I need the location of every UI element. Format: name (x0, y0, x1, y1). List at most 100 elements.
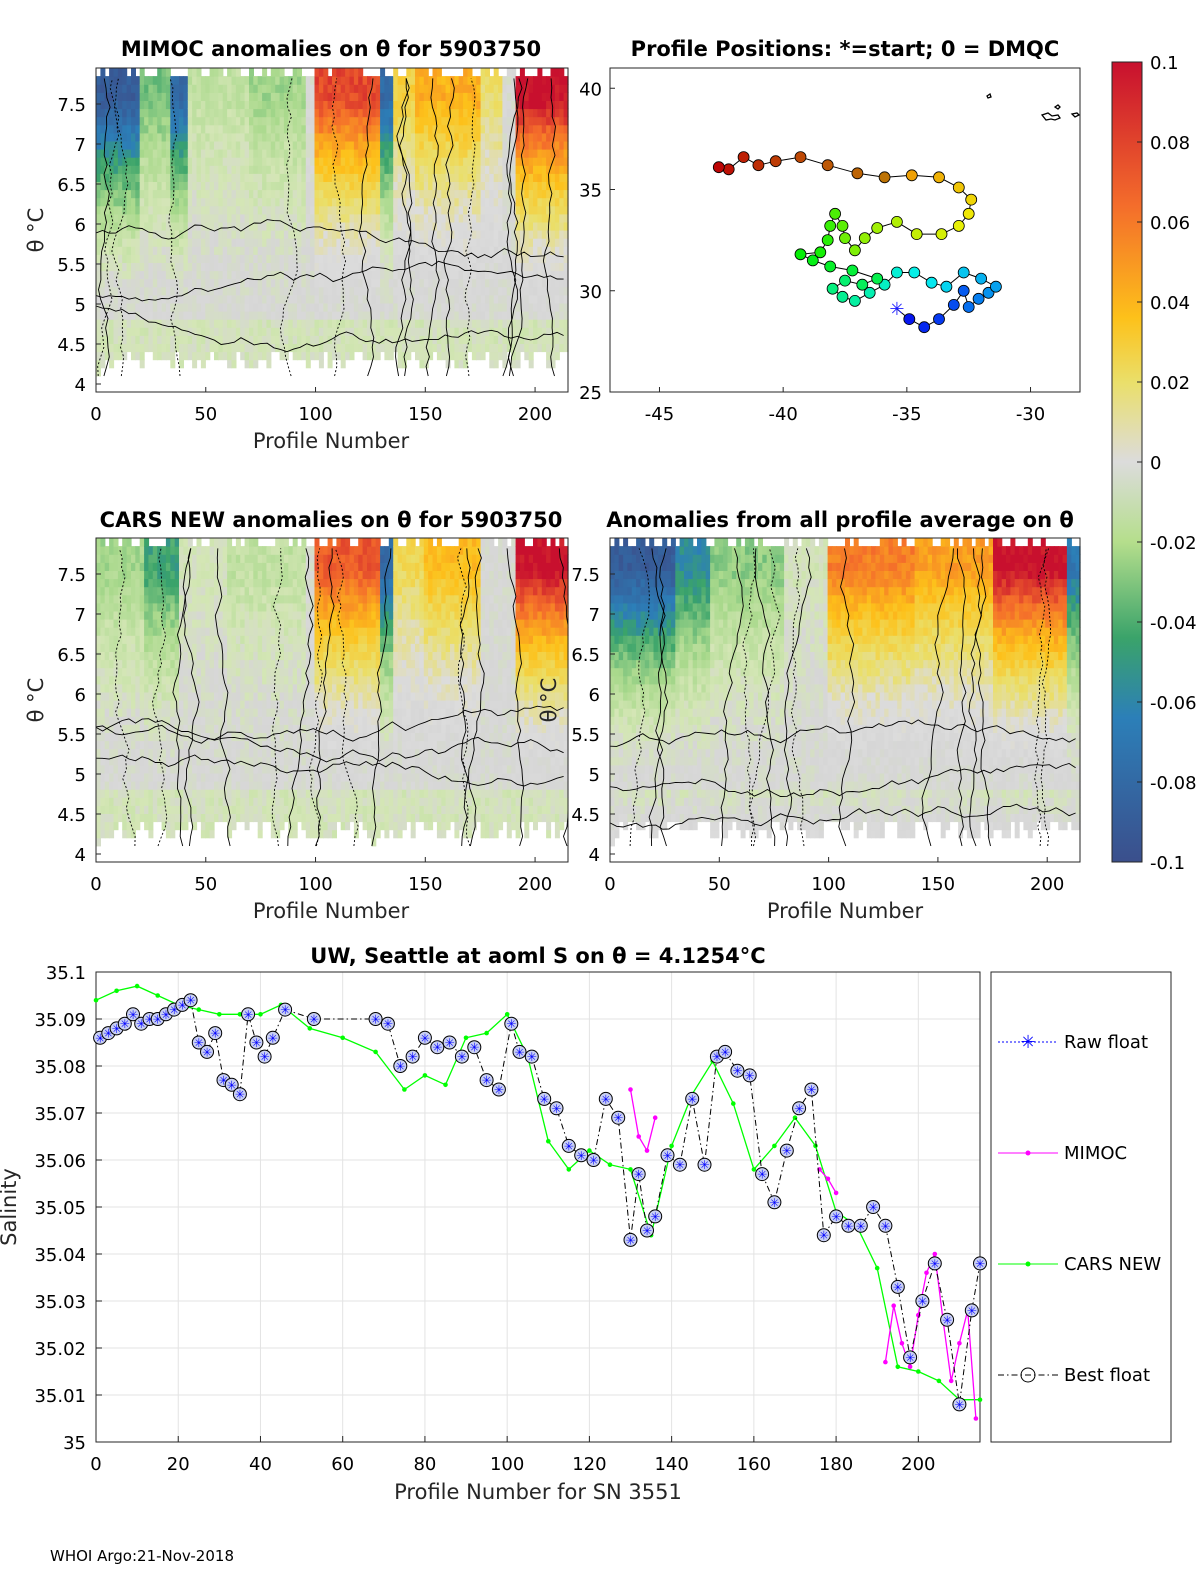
heatmap-cell (533, 84, 538, 93)
heatmap-cell (187, 351, 193, 361)
heatmap-cell (113, 213, 119, 223)
heatmap-cell (349, 335, 355, 344)
heatmap-cell (104, 821, 110, 831)
heatmap-cell (187, 197, 193, 207)
heatmap-cell (375, 351, 381, 361)
heatmap-cell (126, 708, 132, 717)
heatmap-cell (192, 813, 198, 823)
heatmap-cell (419, 165, 425, 174)
heatmap-cell (423, 92, 429, 101)
heatmap-cell (205, 213, 211, 223)
heatmap-cell (445, 100, 451, 110)
heatmap-cell (139, 173, 145, 182)
heatmap-cell (336, 351, 342, 361)
heatmap-cell (384, 343, 390, 353)
heatmap-cell (152, 610, 158, 620)
heatmap-cell (384, 205, 390, 215)
heatmap-cell (183, 343, 189, 353)
heatmap-cell (423, 189, 429, 199)
heatmap-cell (397, 165, 403, 174)
heatmap-cell (371, 327, 377, 336)
heatmap-cell (415, 286, 420, 296)
heatmap-cell (235, 213, 241, 223)
heatmap-cell (458, 132, 464, 142)
heatmap-cell (187, 68, 193, 77)
heatmap-cell (96, 700, 101, 709)
heatmap-cell (371, 270, 377, 280)
heatmap-cell (179, 76, 184, 85)
heatmap-cell (266, 92, 272, 101)
heatmap-cell (165, 116, 171, 126)
heatmap-cell (506, 262, 512, 272)
heatmap-cell (200, 213, 206, 223)
heatmap-cell (511, 132, 517, 142)
heatmap-cell (336, 319, 342, 328)
heatmap-cell (257, 311, 263, 320)
heatmap-cell (187, 554, 193, 563)
heatmap-cell (174, 570, 180, 580)
heatmap-cell (297, 221, 302, 231)
heatmap-cell (349, 124, 355, 134)
heatmap-cell (541, 278, 547, 288)
heatmap-cell (327, 108, 333, 118)
heatmap-cell (375, 302, 381, 312)
heatmap-cell (471, 335, 477, 344)
heatmap-cell (179, 157, 184, 166)
heatmap-cell (200, 716, 206, 725)
heatmap-cell (563, 189, 569, 199)
heatmap-cell (157, 100, 163, 110)
heatmap-cell (231, 294, 237, 304)
heatmap-cell (165, 772, 171, 782)
heatmap-cell (214, 100, 219, 110)
heatmap-cell (358, 319, 364, 328)
start-marker-icon: ✳ (889, 299, 904, 320)
heatmap-cell (533, 173, 538, 182)
heatmap-cell (196, 805, 202, 814)
heatmap-cell (96, 262, 101, 272)
heatmap-cell (240, 124, 246, 134)
heatmap-cell (187, 562, 193, 571)
heatmap-cell (419, 181, 425, 191)
heatmap-cell (161, 683, 167, 693)
heatmap-cell (367, 238, 372, 247)
heatmap-cell (362, 92, 368, 101)
heatmap-cell (109, 213, 115, 223)
heatmap-cell (476, 327, 482, 336)
heatmap-cell (476, 351, 482, 361)
heatmap-cell (327, 92, 333, 101)
heatmap-cell (96, 100, 101, 110)
heatmap-cell (262, 238, 268, 247)
heatmap-cell (467, 286, 473, 296)
heatmap-cell (441, 335, 447, 344)
heatmap-cell (270, 254, 276, 263)
heatmap-cell (310, 84, 316, 93)
heatmap-cell (511, 213, 517, 223)
heatmap-cell (450, 351, 455, 361)
heatmap-cell (537, 197, 543, 207)
heatmap-cell (506, 270, 512, 280)
heatmap-cell (227, 197, 233, 207)
heatmap-cell (122, 302, 128, 312)
heatmap-cell (152, 781, 158, 790)
heatmap-cell (174, 789, 180, 798)
heatmap-cell (157, 675, 163, 685)
heatmap-cell (131, 246, 136, 255)
heatmap-cell (135, 708, 141, 717)
heatmap-cell (109, 278, 115, 288)
heatmap-cell (161, 740, 167, 750)
heatmap-cell (122, 772, 128, 782)
heatmap-cell (458, 286, 464, 296)
heatmap-cell (332, 140, 337, 150)
heatmap-cell (314, 343, 320, 353)
heatmap-cell (157, 278, 163, 288)
heatmap-cell (314, 108, 320, 118)
heatmap-cell (458, 149, 464, 158)
heatmap-cell (170, 764, 176, 774)
heatmap-cell (139, 351, 145, 361)
heatmap-cell (144, 230, 150, 239)
heatmap-cell (161, 554, 167, 563)
heatmap-cell (554, 173, 560, 182)
heatmap-cell (174, 327, 180, 336)
heatmap-cell (546, 262, 552, 272)
heatmap-cell (244, 108, 250, 118)
